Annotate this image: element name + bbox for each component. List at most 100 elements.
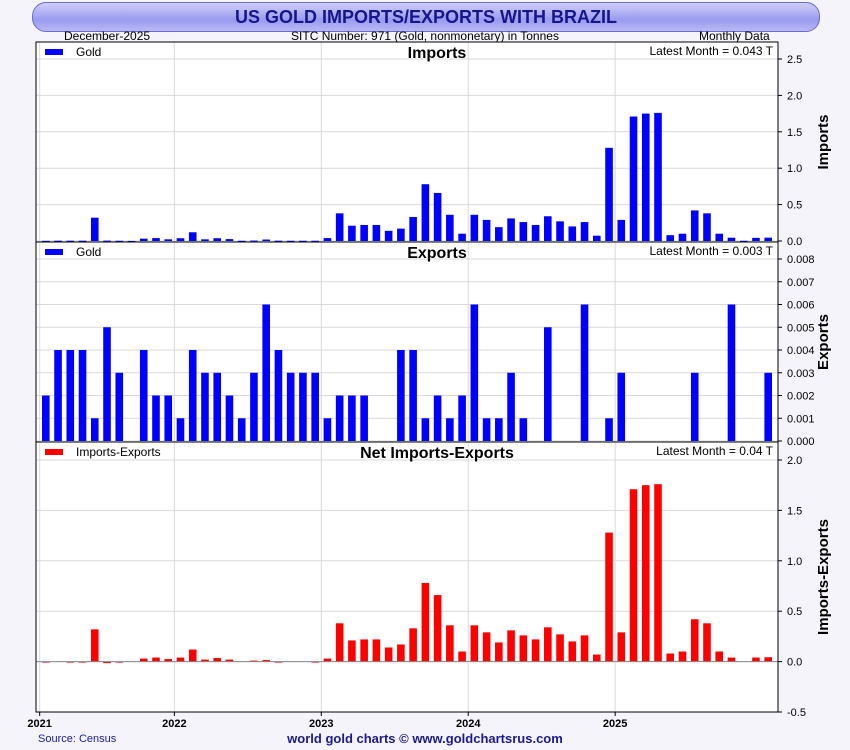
bar: [348, 640, 356, 662]
bar: [544, 216, 552, 241]
bar: [617, 219, 626, 241]
bar: [176, 418, 185, 441]
bar: [715, 233, 724, 241]
bar: [458, 233, 466, 241]
x-tick-label: 2023: [309, 718, 333, 730]
x-tick-label: 2022: [162, 718, 186, 730]
bar: [727, 237, 736, 241]
y-tick-label: 2.0: [787, 90, 802, 102]
bar: [152, 395, 160, 441]
bar: [470, 304, 479, 441]
bar: [397, 228, 405, 241]
bar: [115, 661, 124, 663]
bar: [139, 658, 148, 662]
bar: [274, 350, 283, 441]
bar: [605, 532, 613, 662]
y-tick-label: 0.5: [787, 200, 802, 212]
bar: [727, 304, 736, 441]
bar: [311, 372, 319, 441]
bar: [152, 657, 160, 662]
bar: [323, 418, 332, 441]
y-tick-label: 0.002: [787, 391, 815, 403]
bar: [605, 418, 613, 441]
x-tick-label: 2024: [456, 718, 481, 730]
bar: [580, 222, 589, 241]
y-axis-title: Exports: [815, 314, 832, 370]
bar: [752, 237, 760, 241]
panel-title: Net Imports-Exports: [360, 445, 514, 462]
bar: [188, 350, 197, 441]
bar: [176, 238, 185, 241]
bar: [286, 240, 295, 242]
bar: [66, 661, 75, 663]
bar: [421, 582, 430, 662]
bar: [703, 213, 711, 241]
bar: [103, 661, 111, 664]
bar: [678, 233, 687, 241]
bar: [311, 661, 319, 663]
bar: [360, 395, 368, 441]
bar: [470, 625, 479, 662]
bar: [103, 327, 111, 441]
legend-label: Gold: [76, 245, 101, 259]
bar: [409, 350, 417, 441]
bar: [164, 659, 173, 662]
header-frequency: Monthly Data: [699, 29, 770, 43]
bar: [629, 116, 638, 241]
bar: [274, 240, 283, 242]
bar: [690, 210, 699, 241]
y-axis-title: Imports-Exports: [815, 519, 832, 635]
y-tick-label: 1.0: [787, 163, 802, 175]
bar: [103, 240, 111, 242]
bar: [690, 619, 699, 662]
bar: [213, 238, 222, 241]
bar: [115, 240, 124, 242]
bar: [299, 372, 307, 441]
bar: [54, 350, 62, 441]
bar: [188, 649, 197, 662]
y-tick-label: 0.0: [787, 657, 802, 669]
bar: [617, 632, 626, 662]
bar: [41, 395, 50, 441]
bar: [458, 651, 466, 662]
y-tick-label: 1.5: [787, 127, 802, 139]
bar: [507, 218, 515, 241]
bar: [201, 239, 209, 241]
y-tick-label: 0.000: [787, 436, 815, 448]
bar: [66, 350, 75, 441]
bar: [115, 372, 124, 441]
panel-title: Imports: [408, 45, 467, 62]
bar: [41, 240, 50, 242]
bar: [446, 214, 454, 241]
bar: [164, 395, 173, 441]
y-tick-label: 0.007: [787, 277, 815, 289]
y-axis-title: Imports: [815, 114, 832, 169]
header-sitc: SITC Number: 971 (Gold, nonmonetary) in …: [291, 29, 559, 43]
bar: [237, 240, 246, 242]
bar: [654, 112, 662, 241]
bar: [323, 238, 332, 241]
bar: [507, 372, 515, 441]
bar: [556, 634, 564, 662]
bar: [482, 219, 491, 241]
bar: [421, 418, 430, 441]
bar: [348, 395, 356, 441]
legend-label: Gold: [76, 45, 101, 59]
chart-title: US GOLD IMPORTS/EXPORTS WITH BRAZIL: [235, 7, 617, 27]
bar: [678, 651, 687, 662]
bar: [666, 653, 675, 662]
latest-month-label: Latest Month = 0.04 T: [656, 444, 774, 458]
bar: [335, 213, 344, 241]
bar: [703, 623, 711, 662]
bar: [201, 372, 209, 441]
bar: [544, 327, 552, 441]
bar: [213, 658, 222, 662]
bar: [556, 221, 564, 241]
bar: [519, 418, 528, 441]
bar: [201, 659, 209, 662]
bar: [764, 237, 773, 241]
bar: [335, 623, 344, 662]
bar: [262, 660, 270, 662]
x-tick-label: 2021: [27, 718, 51, 730]
